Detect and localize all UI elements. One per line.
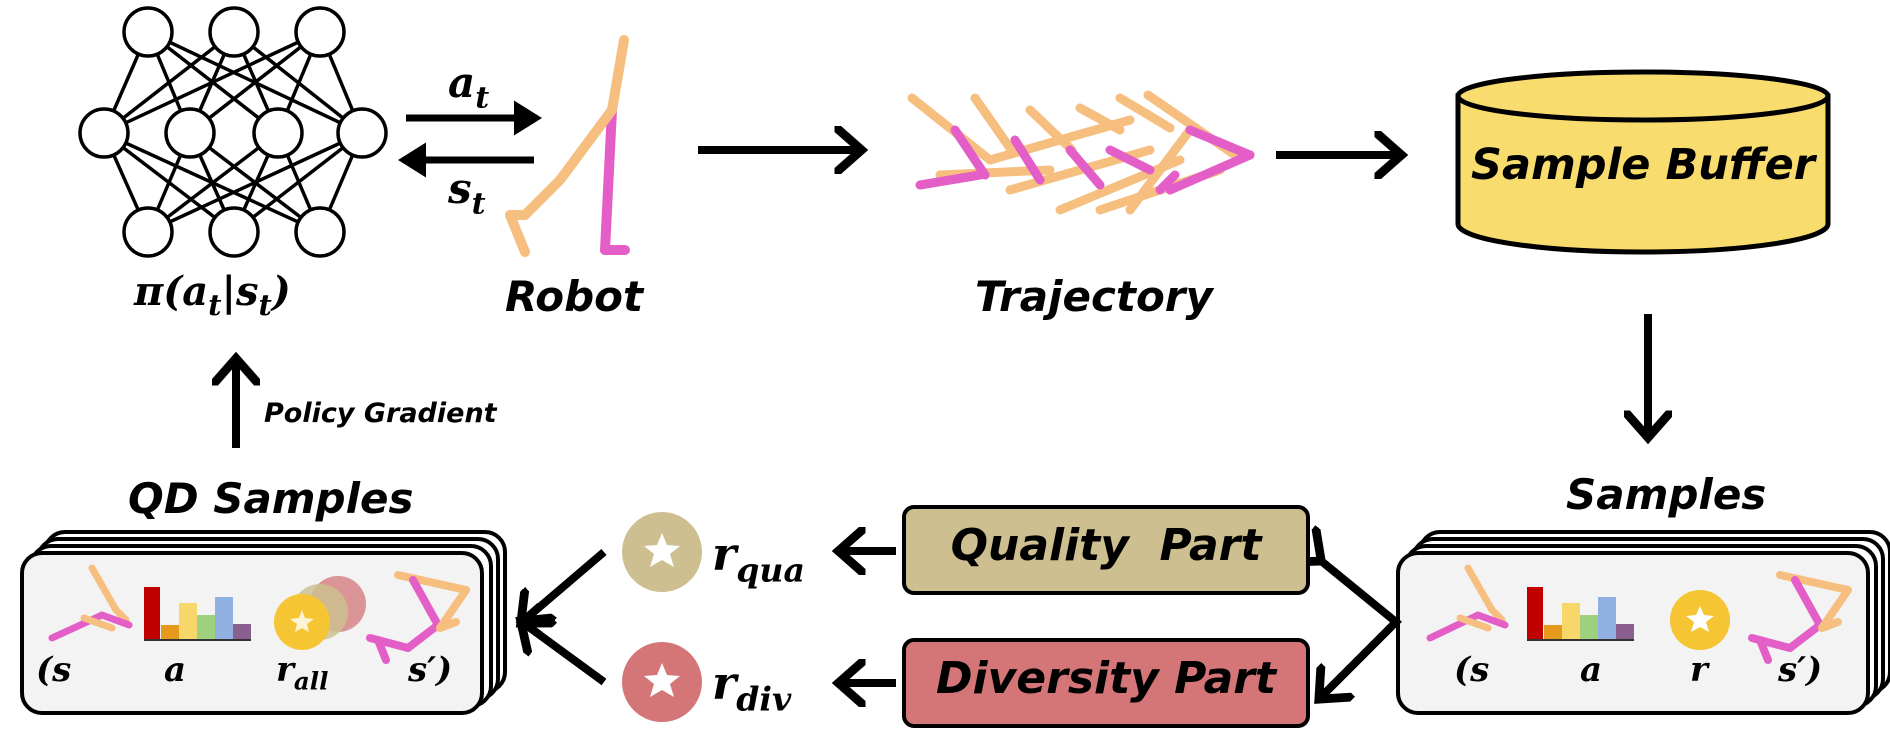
trajectory-icon (907, 90, 1255, 215)
robot-label: Robot (505, 272, 644, 321)
policy-network-icon (78, 6, 388, 258)
quality-reward-star-icon (622, 512, 702, 592)
robot-figure (505, 35, 630, 257)
diversity-reward-star-icon (622, 642, 702, 722)
policy-label: π(at|st) (134, 268, 291, 323)
policy-gradient-label: Policy Gradient (264, 398, 497, 429)
action-label: at (448, 58, 490, 116)
samples-state-robot-icon (1426, 564, 1509, 642)
samples-stack (1396, 530, 1890, 715)
sample-buffer-cylinder (1455, 69, 1831, 255)
trajectory-label: Trajectory (975, 272, 1213, 321)
samples-label: Samples (1566, 470, 1767, 519)
qd-r-all-label: rall (276, 650, 329, 696)
r-qua-label: rqua (712, 527, 805, 590)
sample-buffer-label: Sample Buffer (1471, 140, 1815, 190)
quality-part-label: Quality Part (950, 520, 1262, 571)
qd-next-state-robot-icon (366, 571, 470, 664)
qd-combined-reward-icon (274, 576, 366, 650)
qd-a-label: a (164, 650, 187, 690)
r-div-label: rdiv (712, 656, 792, 719)
diversity-part-label: Diversity Part (936, 653, 1276, 704)
qd-s-prime-label: s′) (408, 650, 453, 690)
qd-action-bars (144, 587, 251, 641)
quality-part-box (902, 505, 1310, 595)
qd-state-robot-icon (48, 564, 133, 642)
qd-s-label: (s (36, 650, 72, 690)
qd-samples-label: QD Samples (128, 474, 414, 523)
samples-r-label: r (1690, 650, 1708, 690)
diversity-part-box (902, 638, 1310, 728)
samples-s-prime-label: s′) (1778, 650, 1823, 690)
samples-reward-star-icon (1670, 590, 1730, 650)
samples-s-label: (s (1454, 650, 1490, 690)
samples-next-state-robot-icon (1748, 571, 1852, 664)
samples-a-label: a (1580, 650, 1603, 690)
samples-to-parts-arrow (1320, 560, 1402, 698)
samples-action-bars (1527, 587, 1634, 641)
state-label: st (448, 164, 486, 222)
rewards-to-qd-arrow (515, 548, 607, 686)
